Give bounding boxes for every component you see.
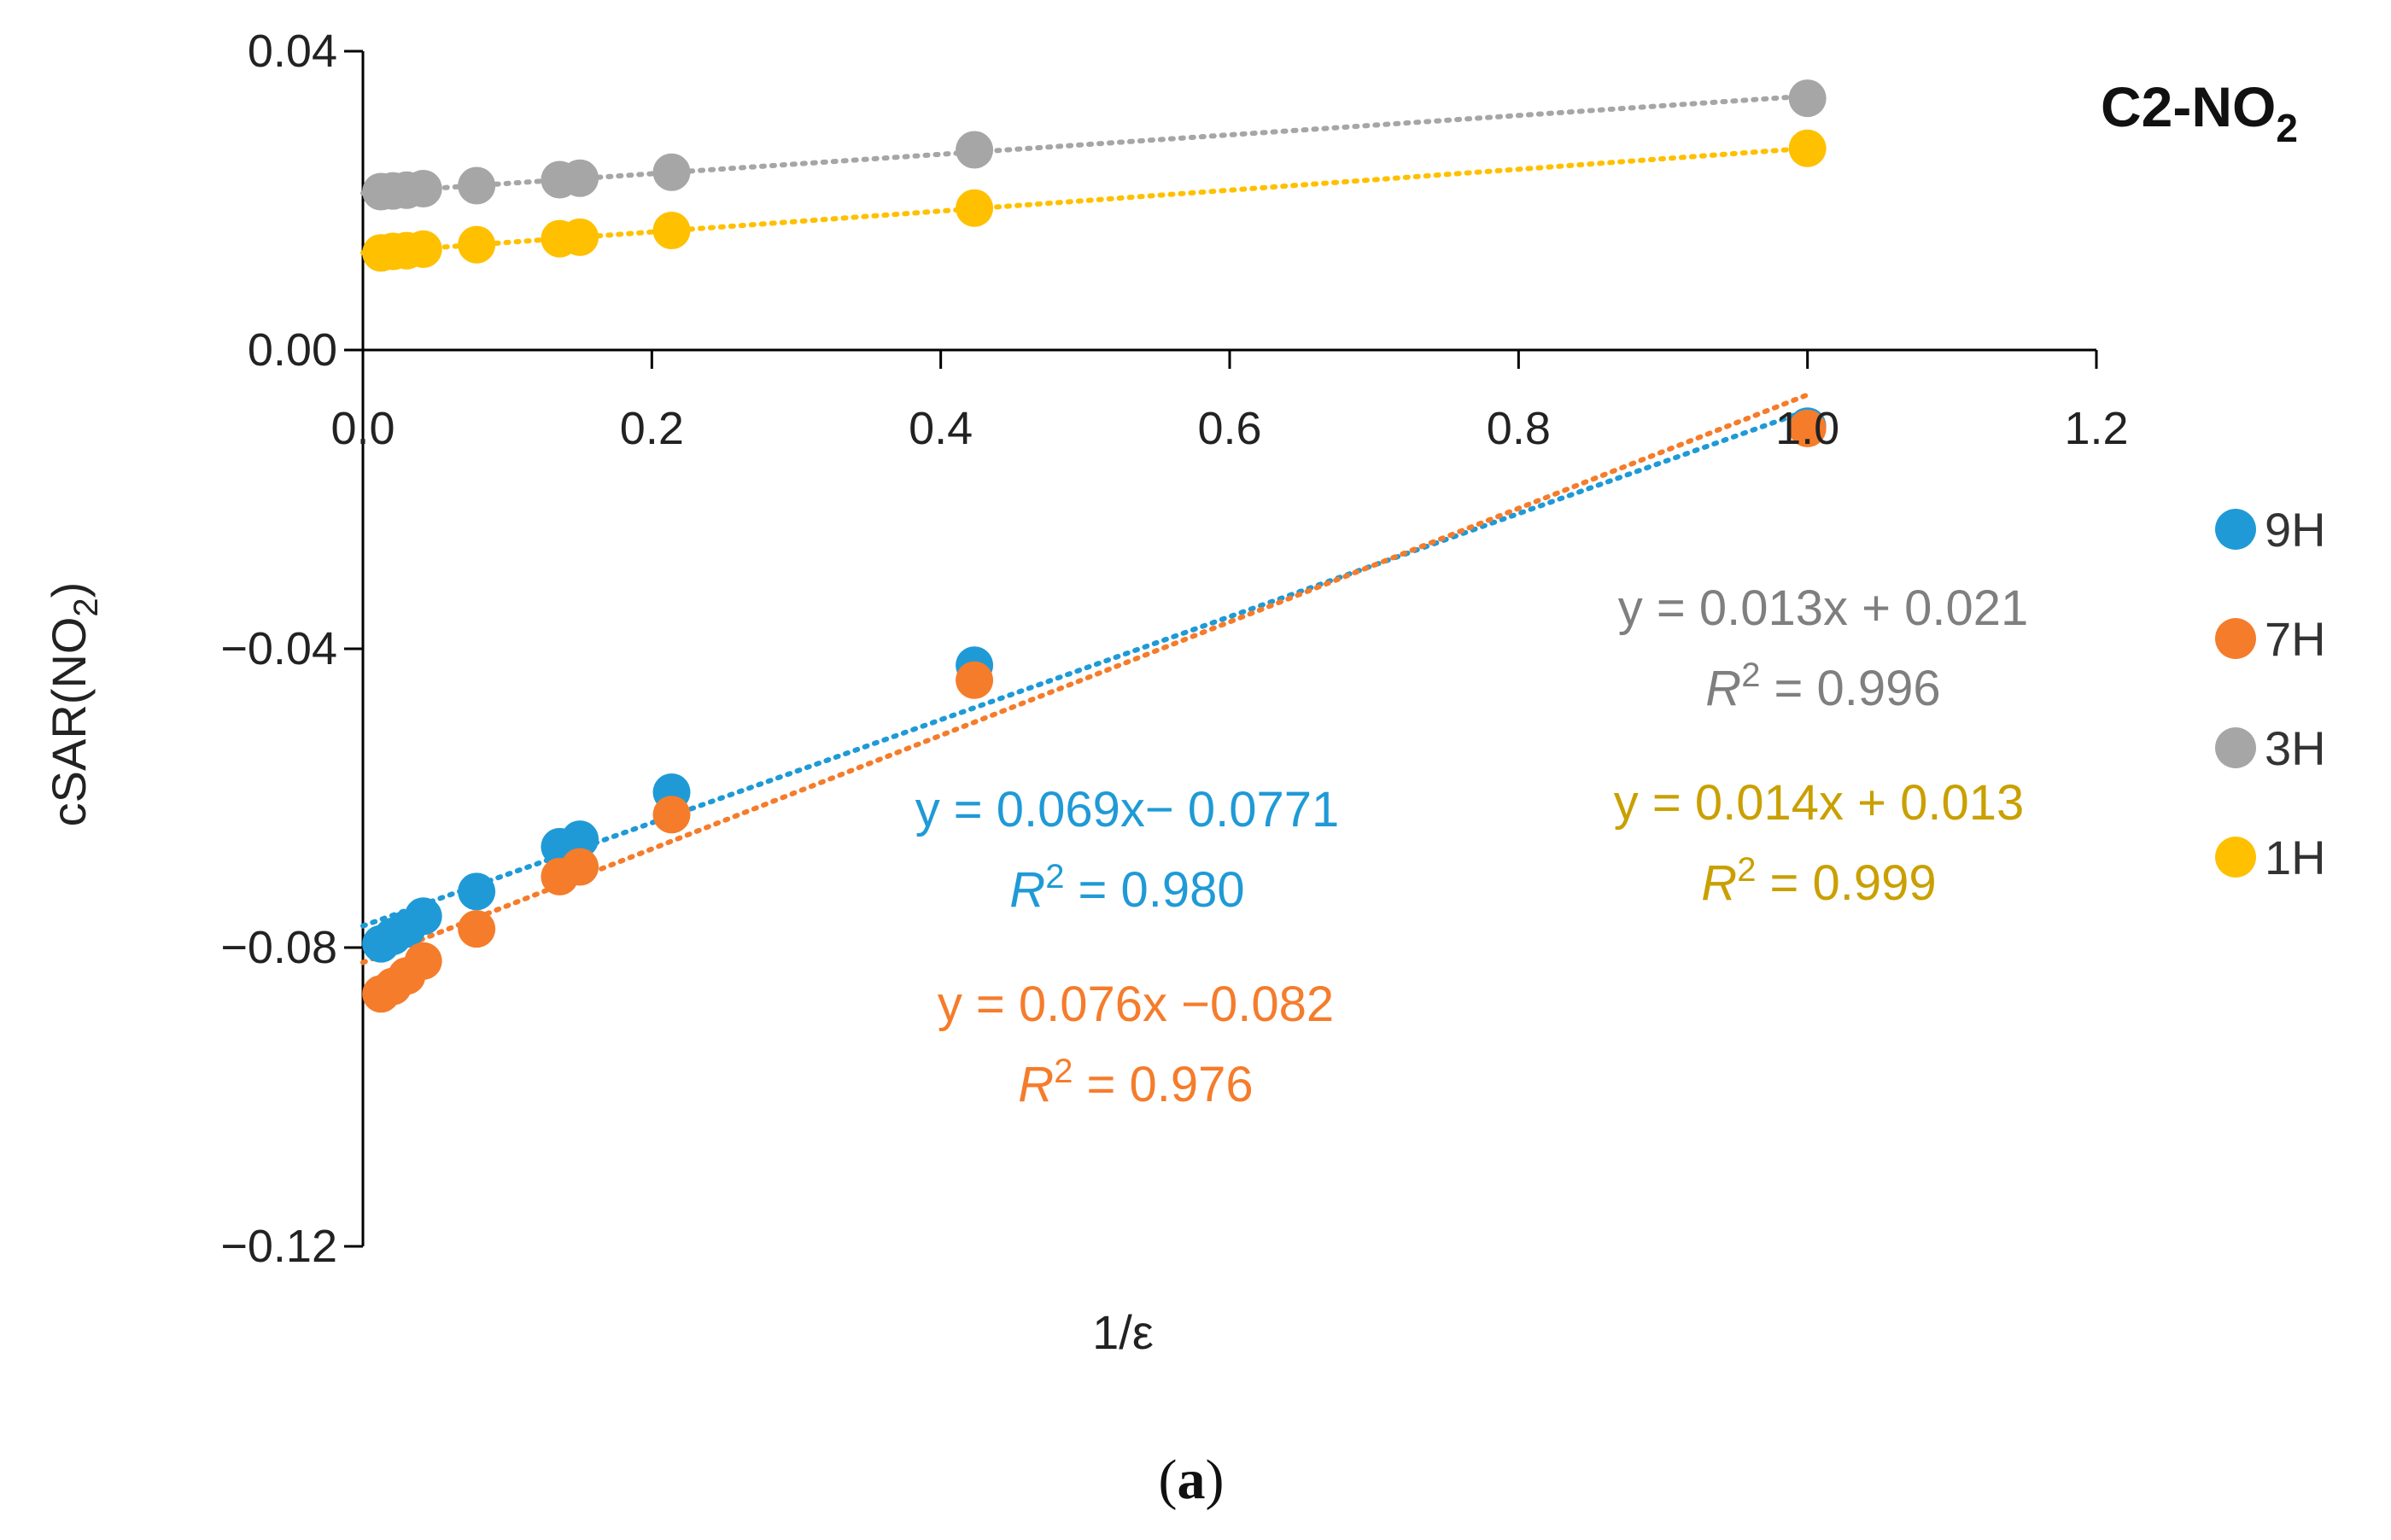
equation-1H-text: y = 0.014x + 0.013 — [1614, 775, 2024, 831]
trendline-9H — [360, 407, 1810, 929]
point-3H — [404, 170, 442, 207]
equation-9H-text: y = 0.069x− 0.0771 — [915, 782, 1340, 837]
trendlines — [360, 93, 1810, 965]
point-9H — [404, 897, 442, 936]
trendline-1H — [360, 145, 1810, 256]
y-tick-label: −0.12 — [220, 1221, 337, 1272]
y-tick-label: −0.04 — [220, 623, 337, 674]
x-tick-label: 1.2 — [2064, 403, 2128, 454]
equation-7H: y = 0.076x −0.082 R2 = 0.976 — [938, 977, 1334, 1112]
legend-marker-9H — [2215, 509, 2256, 550]
y-axis-title: cSAR(NO2) — [42, 582, 105, 827]
equation-1H: y = 0.014x + 0.013 R2 = 0.999 — [1614, 775, 2024, 911]
legend-marker-3H — [2215, 727, 2256, 768]
x-tick-label: 1.0 — [1775, 403, 1839, 454]
trendline-7H — [360, 392, 1810, 965]
equation-3H: y = 0.013x + 0.021 R2 = 0.996 — [1618, 580, 2028, 716]
point-3H — [1788, 79, 1827, 118]
r2-9H-text: R2 = 0.980 — [1009, 858, 1244, 918]
point-3H — [561, 159, 599, 197]
r2-7H-text: R2 = 0.976 — [1018, 1053, 1253, 1112]
point-7H — [458, 910, 496, 948]
point-1H — [561, 218, 599, 256]
y-tick-label: −0.08 — [220, 922, 337, 973]
data-points — [362, 79, 1827, 1013]
point-1H — [956, 189, 994, 227]
point-1H — [458, 225, 496, 264]
point-9H — [561, 820, 599, 859]
chart-title: C2-NO2 — [2101, 75, 2298, 150]
legend-marker-7H — [2215, 618, 2256, 659]
point-7H — [404, 942, 442, 980]
point-7H — [561, 848, 599, 886]
legend-label-3H: 3H — [2265, 721, 2326, 775]
point-7H — [956, 661, 994, 699]
point-7H — [652, 796, 691, 834]
legend-label-1H: 1H — [2265, 831, 2326, 884]
equation-9H: y = 0.069x− 0.0771 R2 = 0.980 — [915, 782, 1340, 918]
x-tick-label: 0.0 — [330, 403, 395, 454]
tick-labels: 0.04 0.00 −0.04 −0.08 −0.12 0.0 0.2 0.4 0.6 0.8 1.… — [220, 26, 2128, 1272]
x-tick-label: 0.8 — [1487, 403, 1551, 454]
point-3H — [956, 131, 994, 169]
equation-3H-text: y = 0.013x + 0.021 — [1618, 580, 2028, 636]
point-3H — [652, 153, 691, 191]
x-tick-label: 0.4 — [909, 403, 973, 454]
point-1H — [1788, 129, 1827, 167]
r2-3H-text: R2 = 0.996 — [1705, 656, 1940, 716]
x-tick-label: 0.6 — [1197, 403, 1261, 454]
r2-1H-text: R2 = 0.999 — [1701, 851, 1936, 911]
x-tick-label: 0.2 — [620, 403, 684, 454]
point-9H — [458, 872, 496, 911]
point-1H — [404, 230, 442, 268]
point-3H — [458, 166, 496, 205]
legend-marker-1H — [2215, 837, 2256, 878]
figure-caption: (a) — [1159, 1449, 1225, 1511]
point-7H — [1788, 409, 1827, 447]
x-axis-title: 1/ε — [1092, 1305, 1154, 1359]
legend-label-9H: 9H — [2265, 503, 2326, 557]
point-1H — [652, 212, 691, 249]
legend-label-7H: 7H — [2265, 612, 2326, 666]
legend: 9H 7H 3H 1H — [2215, 503, 2326, 884]
equation-7H-text: y = 0.076x −0.082 — [938, 977, 1334, 1032]
y-tick-label: 0.00 — [248, 324, 337, 376]
y-tick-label: 0.04 — [248, 26, 337, 77]
